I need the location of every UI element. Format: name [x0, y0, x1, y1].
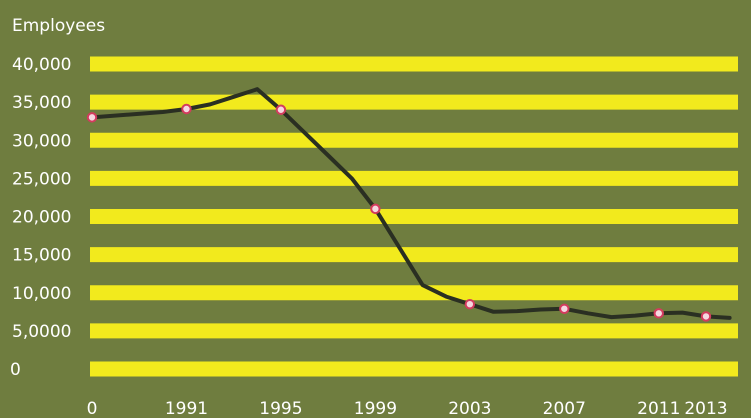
- y-tick-label: 35,000: [12, 93, 71, 113]
- marker-group: [86, 103, 712, 322]
- x-tick-label: 2011: [637, 399, 680, 418]
- grid-band: [90, 170, 738, 186]
- y-axis-title: Employees: [12, 16, 105, 36]
- grid-band: [90, 361, 738, 377]
- data-point-marker: [559, 303, 570, 314]
- x-tick-label: 2003: [448, 399, 491, 418]
- x-tick-label: 1991: [165, 399, 208, 418]
- data-point-marker: [181, 103, 192, 115]
- y-tick-label: 15,000: [12, 246, 71, 266]
- y-axis-tick-labels: 0 5,0000 10,000 15,000 20,000 25,000 30,000 35,…: [10, 55, 71, 380]
- x-tick-label: 0: [87, 399, 98, 418]
- grid-band: [90, 209, 738, 224]
- grid-band: [90, 247, 738, 263]
- x-tick-label: 2013: [684, 399, 727, 418]
- x-axis-tick-labels: 0 1991 1995 1999 2003 2007 2011 2013: [87, 399, 728, 418]
- y-tick-label: 10,000: [12, 284, 71, 304]
- grid-band: [90, 56, 738, 72]
- grid-band: [90, 285, 738, 301]
- data-point-marker: [275, 104, 287, 115]
- grid-band: [90, 323, 738, 339]
- data-point-marker: [86, 112, 98, 123]
- x-tick-label: 1999: [354, 399, 397, 418]
- x-tick-label: 2007: [543, 399, 586, 418]
- y-tick-label: 0: [10, 360, 21, 380]
- data-point-marker: [464, 298, 476, 310]
- series-line-group: [90, 87, 732, 320]
- y-tick-label: 30,000: [12, 131, 71, 151]
- data-point-marker: [653, 308, 664, 319]
- grid-band: [90, 94, 738, 110]
- grid-band: [90, 132, 738, 148]
- y-tick-label: 40,000: [12, 55, 71, 75]
- y-tick-label: 20,000: [12, 208, 71, 228]
- data-point-marker: [700, 311, 712, 322]
- x-tick-label: 1995: [259, 399, 302, 418]
- grid-bands: [90, 56, 738, 377]
- y-tick-label: 5,0000: [12, 322, 71, 342]
- data-point-marker: [370, 203, 381, 215]
- y-tick-label: 25,000: [12, 169, 71, 189]
- series-line: [90, 87, 732, 320]
